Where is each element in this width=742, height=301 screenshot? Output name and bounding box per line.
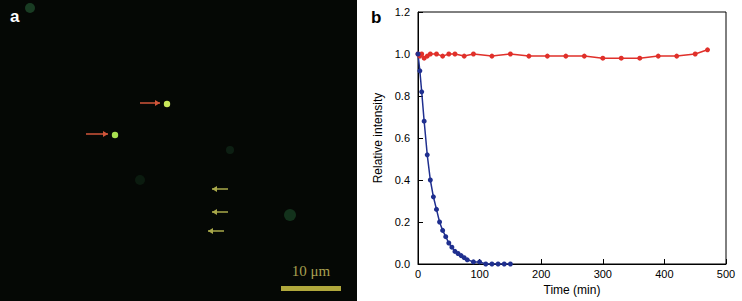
svg-text:200: 200 bbox=[532, 268, 550, 280]
svg-text:100: 100 bbox=[470, 268, 488, 280]
svg-text:0.2: 0.2 bbox=[395, 216, 410, 228]
svg-text:400: 400 bbox=[655, 268, 673, 280]
svg-text:0: 0 bbox=[415, 268, 421, 280]
svg-text:500: 500 bbox=[717, 268, 735, 280]
svg-text:b: b bbox=[371, 8, 381, 27]
svg-text:a: a bbox=[10, 7, 20, 26]
svg-text:0.8: 0.8 bbox=[395, 90, 410, 102]
svg-text:0.0: 0.0 bbox=[395, 258, 410, 270]
svg-text:300: 300 bbox=[594, 268, 612, 280]
svg-text:1.0: 1.0 bbox=[395, 48, 410, 60]
svg-text:0.6: 0.6 bbox=[395, 132, 410, 144]
svg-text:Time (min): Time (min) bbox=[544, 283, 601, 297]
svg-text:Relative intensity: Relative intensity bbox=[371, 93, 385, 184]
svg-text:0.4: 0.4 bbox=[395, 174, 410, 186]
svg-text:1.2: 1.2 bbox=[395, 6, 410, 18]
svg-text:10 μm: 10 μm bbox=[292, 263, 331, 279]
